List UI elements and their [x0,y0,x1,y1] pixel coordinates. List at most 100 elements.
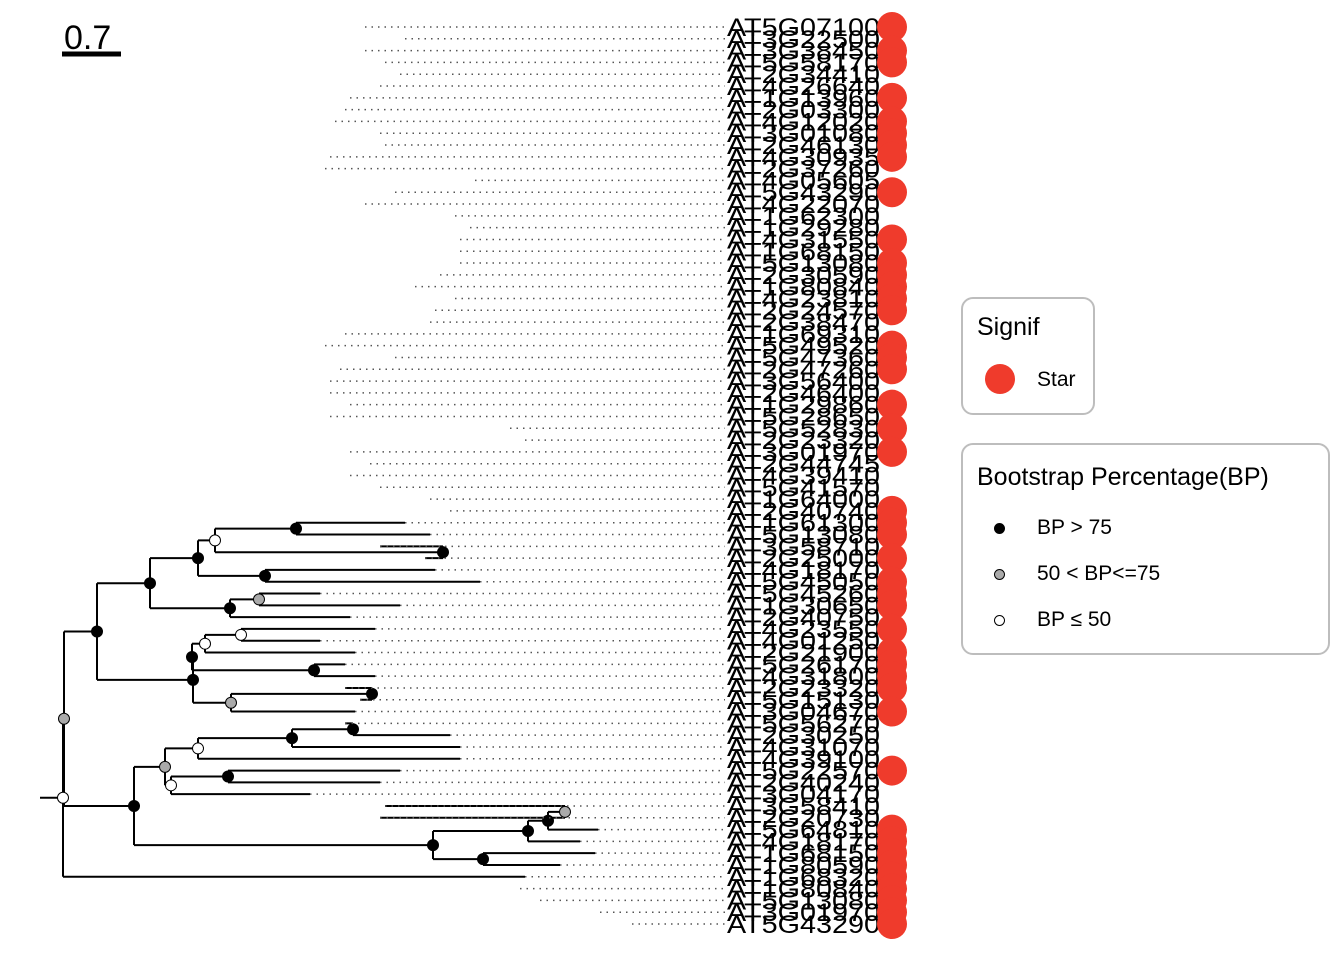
tip-label: AT3G22500 [727,26,880,54]
bp-mid-swatch-icon [994,569,1005,580]
tip-label: AT5G13080 [727,250,880,278]
bootstrap-node-icon [165,779,177,792]
tip-label: AT5G45050 [727,569,880,597]
tip-label: AT5G43290 [727,911,880,939]
bootstrap-node-icon [347,723,359,736]
tip-label: AT3G56400 [727,368,880,396]
tip-label: AT3G04170 [727,781,880,809]
bp-low-swatch-icon [994,615,1005,626]
tip-label: AT5G64810 [727,817,880,845]
bp-mid-label: 50 < BP<=75 [1037,562,1161,585]
scale-bar-label: 0.7 [64,19,111,57]
tip-label: AT2G37260 [727,156,880,184]
tip-label: AT5G49520 [727,333,880,361]
tip-label: AT1G68320 [727,864,880,892]
bootstrap-node-icon [290,522,302,535]
tip-label: AT5G58170 [727,49,880,77]
signif-star-marker [877,696,907,727]
bootstrap-node-icon [128,799,140,812]
bootstrap-legend: Bootstrap Percentage(BP) BP > 75 50 < BP… [961,443,1330,655]
tip-label: AT2G46400 [727,380,880,408]
tip-label: AT4G26640 [727,73,880,101]
bootstrap-node-icon [199,637,211,650]
tip-label: AT2G40240 [727,769,880,797]
signif-star-marker [877,354,907,385]
signif-star-marker [877,82,907,113]
tip-label: AT4G23550 [727,616,880,644]
tip-label: AT1G61300 [727,510,880,538]
bootstrap-node-icon [308,664,320,677]
tip-label: AT5G26170 [727,651,880,679]
tip-label: AT1G30650 [727,592,880,620]
tip-label: AT2G40750 [727,604,880,632]
signif-star-marker [877,755,907,786]
signif-star-marker [877,47,907,78]
signif-star-marker [877,12,907,42]
bootstrap-node-icon [192,742,204,755]
tip-label: AT4G31070 [727,734,880,762]
tip-label: AT2G30250 [727,722,880,750]
bootstrap-node-icon [437,546,449,559]
signif-markers [877,12,907,939]
bootstrap-node-icon [427,839,439,852]
star-swatch-icon [985,364,1015,394]
tip-label: AT4G31550 [727,226,880,254]
tip-label: AT4G01250 [727,628,880,656]
tip-label: AT2G38470 [727,309,880,337]
tip-label: AT2G23320 [727,427,880,455]
tip-label: AT4G31800 [727,663,880,691]
tip-label: AT1G80840 [727,876,880,904]
tip-label: AT5G47360 [727,344,880,372]
bootstrap-node-icon [253,593,265,606]
tip-label: AT3G01970 [727,899,880,927]
tip-label: AT1G62300 [727,203,880,231]
tip-label: AT5G56270 [727,710,880,738]
tip-label: AT1G13960 [727,85,880,113]
tip-label: AT2G23320 [727,675,880,703]
tip-label: AT4G39410 [727,463,880,491]
tip-label: AT2G30590 [727,262,880,290]
bootstrap-node-icon [259,569,271,582]
bootstrap-node-icon [209,534,221,547]
bootstrap-node-icon [224,602,236,615]
signif-star-marker [877,177,907,208]
tip-label: AT2G34410 [727,61,880,89]
tip-label: AT2G24570 [727,297,880,325]
bootstrap-node-icon [559,805,571,818]
signif-star-marker [877,436,907,467]
tip-label: AT1G64000 [727,486,880,514]
bootstrap-node-icon [235,628,247,641]
signif-star-marker [877,519,907,550]
tip-label: AT4G18170 [727,828,880,856]
tip-label: AT1G80590 [727,852,880,880]
tip-label: AT5G13080 [727,522,880,550]
bootstrap-node-icon [186,650,198,663]
signif-star-marker [877,672,907,703]
tip-label: AT2G20730 [727,805,880,833]
bootstrap-node-icon [286,732,298,745]
tip-label: AT4G30935 [727,144,880,172]
tip-label: AT4G22070 [727,191,880,219]
tip-label: AT1G68150 [727,840,880,868]
signif-star-marker [877,295,907,326]
tip-label: AT3G01970 [727,439,880,467]
tip-label: AT5G45260 [727,581,880,609]
tip-label: AT5G15130 [727,687,880,715]
tip-label: AT5G41570 [727,474,880,502]
bp-high-swatch-icon [994,523,1005,534]
tip-label: AT5G13080 [727,887,880,915]
tip-label: AT3G38450 [727,38,880,66]
signif-legend-item-label: Star [1037,368,1076,391]
bootstrap-nodes [57,522,571,866]
tip-label: AT3G01080 [727,120,880,148]
tip-label: AT4G12020 [727,108,880,136]
bootstrap-node-icon [542,814,554,827]
tip-label: AT1G29280 [727,215,880,243]
tip-label: AT5G07100 [727,14,880,42]
tip-label: AT1G80840 [727,274,880,302]
tip-label: AT1G68150 [727,238,880,266]
tip-label: AT4G18170 [727,557,880,585]
signif-star-marker [877,613,907,644]
tip-label: AT3G04670 [727,699,880,727]
tip-label: AT2G25000 [727,545,880,573]
